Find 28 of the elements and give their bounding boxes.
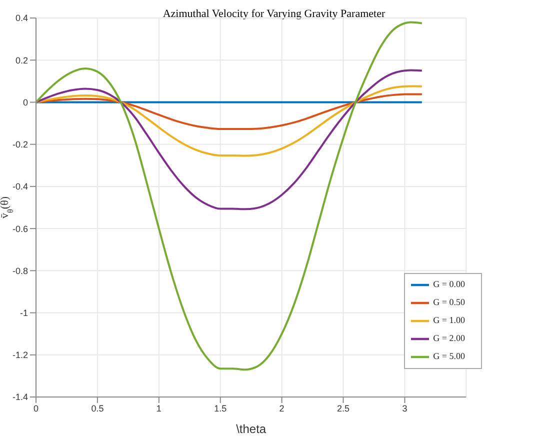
x-tick-label: 2.5: [337, 403, 350, 414]
y-tick-label: -1.4: [12, 392, 28, 402]
line-series: [36, 93, 423, 130]
legend-label: G = 5.00: [433, 351, 465, 362]
y-tick-label: 0.4: [15, 13, 28, 24]
y-tick-label: -0.4: [12, 182, 28, 192]
x-axis-title: \theta: [236, 422, 266, 436]
chart-title: Azimuthal Velocity for Varying Gravity Parameter: [162, 8, 386, 20]
x-tick-label: 0.5: [91, 403, 104, 414]
y-tick-label: -0.6: [12, 224, 28, 234]
line-series: [36, 21, 423, 371]
legend-label: G = 2.00: [433, 333, 465, 344]
x-tick-label: 3: [402, 403, 408, 414]
y-tick-label: -0.2: [12, 140, 28, 150]
legend-label: G = 1.00: [433, 315, 465, 326]
y-tick-label: -0.8: [12, 266, 28, 276]
y-tick-label: -1: [20, 308, 28, 318]
line-series: [36, 85, 423, 157]
x-tick-label: 0: [33, 403, 39, 414]
x-tick-label: 2: [279, 403, 284, 414]
y-tick-label: 0: [22, 97, 28, 108]
y-tick-label: 0.2: [15, 55, 28, 66]
legend-label: G = 0.00: [433, 279, 465, 290]
line-series: [36, 69, 423, 210]
x-tick-label: 1.5: [214, 403, 227, 414]
x-tick-label: 1: [156, 403, 162, 414]
y-tick-label: -1.2: [12, 350, 28, 360]
legend-label: G = 0.50: [433, 297, 465, 308]
